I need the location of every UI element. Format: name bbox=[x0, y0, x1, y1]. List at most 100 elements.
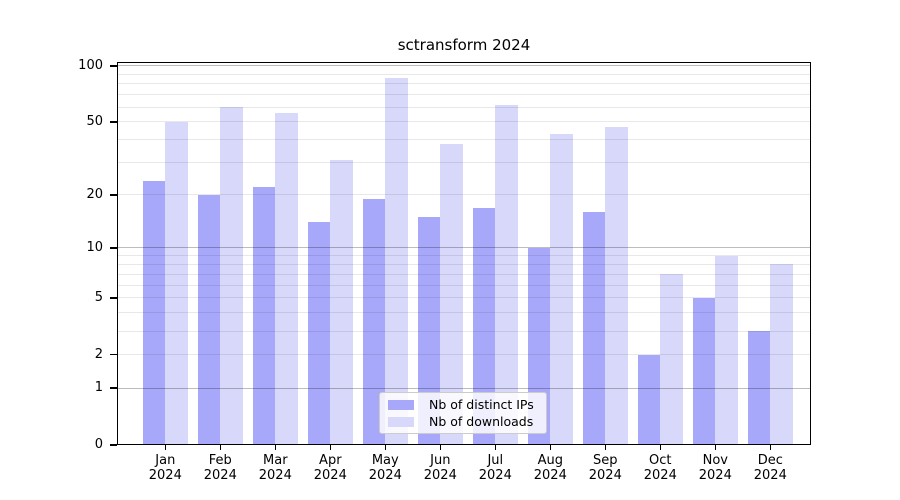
x-tick-label-jul: Jul 2024 bbox=[467, 453, 523, 483]
gridline-minor-20 bbox=[117, 194, 811, 196]
y-tick-mark-1 bbox=[110, 387, 117, 389]
gridline-minor-2 bbox=[117, 354, 811, 356]
plot-area bbox=[117, 62, 811, 445]
gridline-minor-6 bbox=[117, 284, 811, 286]
legend-label: Nb of distinct IPs bbox=[429, 397, 534, 412]
y-tick-mark-10 bbox=[110, 247, 117, 249]
y-tick-mark-5 bbox=[110, 297, 117, 299]
bar-distinct-ips-sep bbox=[582, 212, 606, 445]
year-label: 2024 bbox=[478, 468, 512, 483]
bar-distinct-ips-apr bbox=[307, 222, 331, 445]
gridline-minor-60 bbox=[117, 106, 811, 108]
legend: Nb of distinct IPs Nb of downloads bbox=[379, 392, 547, 434]
gridline-minor-3 bbox=[117, 330, 811, 332]
month-label: Oct bbox=[649, 453, 672, 468]
gridline-major-1 bbox=[117, 387, 811, 389]
y-tick-label-10: 10 bbox=[86, 239, 103, 255]
x-tick-mark-may bbox=[384, 445, 387, 450]
month-label: Jan bbox=[155, 453, 176, 468]
bar-distinct-ips-mar bbox=[252, 187, 276, 445]
y-tick-mark-0 bbox=[110, 444, 117, 446]
bar-downloads-may bbox=[385, 78, 408, 445]
x-tick-mark-mar bbox=[274, 445, 277, 450]
year-label: 2024 bbox=[313, 468, 347, 483]
x-tick-mark-feb bbox=[219, 445, 222, 450]
year-label: 2024 bbox=[698, 468, 732, 483]
bar-downloads-apr bbox=[330, 160, 353, 445]
year-label: 2024 bbox=[643, 468, 677, 483]
bar-distinct-ips-jul bbox=[472, 207, 496, 445]
month-label: Apr bbox=[319, 453, 342, 468]
bar-downloads-oct bbox=[660, 274, 683, 445]
gridline-minor-5 bbox=[117, 297, 811, 299]
legend-swatch-icon bbox=[388, 399, 414, 410]
x-tick-label-nov: Nov 2024 bbox=[687, 453, 743, 483]
grid-layer bbox=[117, 62, 811, 445]
legend-label: Nb of downloads bbox=[429, 414, 534, 429]
y-tick-mark-2 bbox=[110, 353, 117, 356]
gridline-minor-80 bbox=[117, 83, 811, 85]
y-axis: 0 1 2 5 10 20 50 100 bbox=[0, 58, 117, 452]
year-label: 2024 bbox=[533, 468, 567, 483]
gridline-minor-7 bbox=[117, 273, 811, 275]
x-tick-label-oct: Oct 2024 bbox=[632, 453, 688, 483]
y-tick-label-5: 5 bbox=[94, 289, 103, 305]
bar-distinct-ips-nov bbox=[692, 297, 716, 445]
y-tick-label-20: 20 bbox=[86, 186, 103, 202]
month-label: Nov bbox=[702, 453, 728, 468]
x-tick-mark-dec bbox=[769, 445, 772, 450]
gridline-minor-40 bbox=[117, 139, 811, 141]
x-tick-label-jun: Jun 2024 bbox=[412, 453, 468, 483]
month-label: Dec bbox=[757, 453, 783, 468]
x-tick-label-may: May 2024 bbox=[357, 453, 413, 483]
gridline-minor-50 bbox=[117, 121, 811, 123]
gridline-minor-9 bbox=[117, 255, 811, 257]
bar-downloads-aug bbox=[550, 134, 573, 445]
bar-downloads-jan bbox=[165, 121, 188, 445]
chart-title: sctransform 2024 bbox=[397, 36, 531, 54]
month-label: Feb bbox=[208, 453, 232, 468]
bar-distinct-ips-oct bbox=[637, 354, 661, 445]
y-tick-mark-50 bbox=[110, 121, 117, 123]
x-tick-label-sep: Sep 2024 bbox=[577, 453, 633, 483]
bar-downloads-sep bbox=[605, 126, 628, 445]
gridline-minor-30 bbox=[117, 162, 811, 164]
bar-distinct-ips-feb bbox=[197, 194, 221, 445]
gridline-minor-8 bbox=[117, 263, 811, 265]
month-label: Aug bbox=[537, 453, 563, 468]
x-tick-mark-jul bbox=[494, 445, 497, 450]
month-label: Sep bbox=[593, 453, 618, 468]
month-label: Jun bbox=[430, 453, 451, 468]
year-label: 2024 bbox=[423, 468, 457, 483]
y-tick-label-0: 0 bbox=[94, 437, 103, 452]
legend-entry-downloads: Nb of downloads bbox=[388, 414, 538, 429]
bar-distinct-ips-may bbox=[362, 198, 386, 445]
y-tick-mark-100 bbox=[110, 65, 117, 67]
x-tick-label-apr: Apr 2024 bbox=[302, 453, 358, 483]
gridline-minor-70 bbox=[117, 94, 811, 96]
x-tick-label-aug: Aug 2024 bbox=[522, 453, 578, 483]
year-label: 2024 bbox=[588, 468, 622, 483]
x-tick-mark-jun bbox=[439, 445, 442, 450]
bar-downloads-jun bbox=[440, 143, 463, 445]
x-tick-mark-sep bbox=[604, 445, 607, 450]
month-label: Mar bbox=[263, 453, 288, 468]
gridline-major-10 bbox=[117, 247, 811, 249]
bar-downloads-mar bbox=[275, 112, 298, 445]
y-tick-label-50: 50 bbox=[86, 113, 103, 129]
bar-downloads-dec bbox=[770, 264, 793, 445]
year-label: 2024 bbox=[258, 468, 292, 483]
bar-downloads-jul bbox=[495, 104, 518, 445]
x-tick-label-mar: Mar 2024 bbox=[247, 453, 303, 483]
legend-swatch-icon bbox=[388, 416, 414, 427]
x-tick-mark-oct bbox=[659, 445, 662, 450]
bars-layer bbox=[117, 62, 811, 445]
year-label: 2024 bbox=[753, 468, 787, 483]
year-label: 2024 bbox=[368, 468, 402, 483]
gridline-minor-4 bbox=[117, 312, 811, 314]
legend-entry-distinct-ips: Nb of distinct IPs bbox=[388, 397, 538, 412]
y-tick-label-1: 1 bbox=[94, 380, 103, 396]
y-tick-mark-20 bbox=[110, 194, 117, 196]
x-tick-mark-apr bbox=[329, 445, 332, 450]
